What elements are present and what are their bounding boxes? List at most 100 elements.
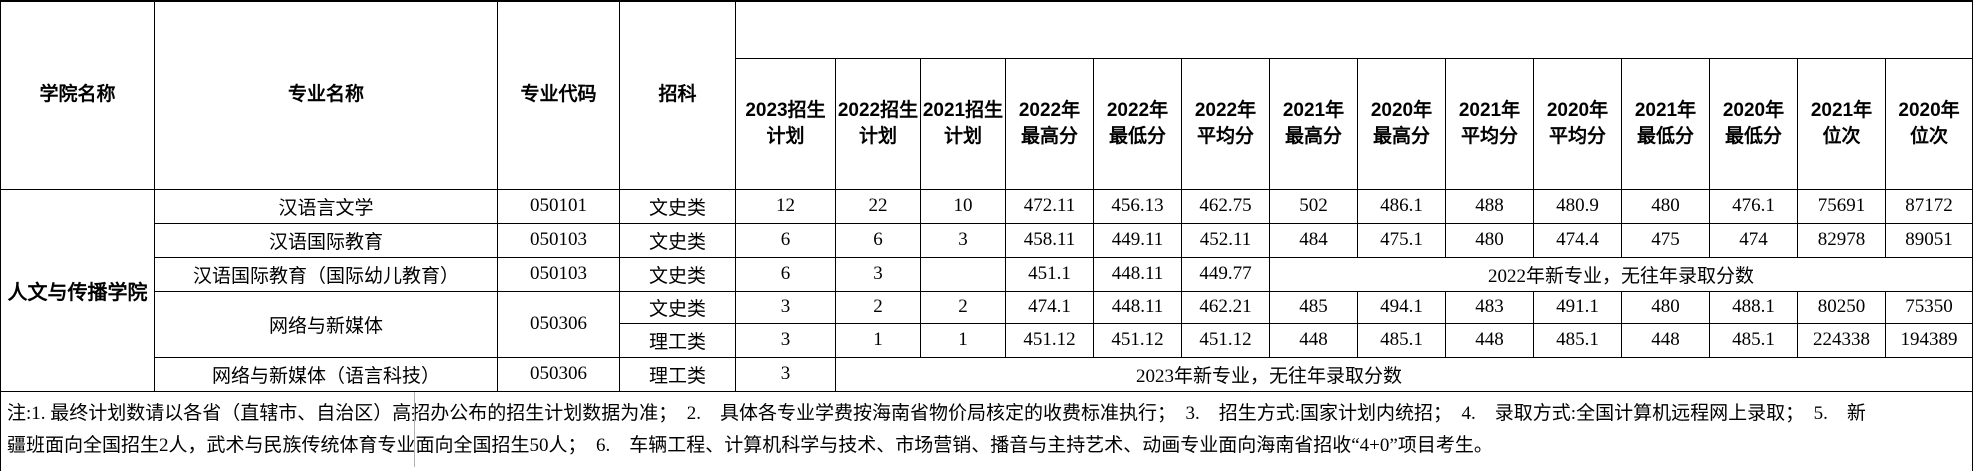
stat-cell: 474.1 <box>1005 290 1094 324</box>
stat-cell: 475 <box>1621 222 1710 258</box>
header-empty-band <box>734 0 1973 59</box>
stat-cell: 1 <box>835 322 921 358</box>
stat-cell: 80250 <box>1797 290 1886 324</box>
stat-cell: 472.11 <box>1005 188 1094 224</box>
stat-cell: 484 <box>1269 222 1358 258</box>
stat-cell: 12 <box>735 188 836 224</box>
stat-cell: 22 <box>835 188 921 224</box>
stat-cell: 480.9 <box>1533 188 1622 224</box>
stat-cell: 3 <box>735 290 836 324</box>
stat-cell: 224338 <box>1797 322 1886 358</box>
stat-cell: 448 <box>1269 322 1358 358</box>
code-cell: 050306 <box>497 290 620 358</box>
stat-cell: 75350 <box>1884 290 1973 324</box>
header-plan-2022: 2022招生 计划 <box>835 57 921 190</box>
stat-cell: 82978 <box>1797 222 1886 258</box>
subject-cell: 理工类 <box>619 356 736 392</box>
stat-cell: 458.11 <box>1005 222 1094 258</box>
stat-cell: 87172 <box>1884 188 1973 224</box>
table-row: 人文与传播学院 汉语言文学 050101 文史类 12 22 10 472.11… <box>0 188 1973 392</box>
stat-cell: 485 <box>1269 290 1358 324</box>
stat-cell: 448 <box>1621 322 1710 358</box>
stat-cell: 448 <box>1445 322 1534 358</box>
header-avg-2020: 2020年 平均分 <box>1533 57 1622 190</box>
stat-cell: 491.1 <box>1533 290 1622 324</box>
stat-cell: 3 <box>735 322 836 358</box>
table-row: 网络与新媒体（语言科技） 050306 理工类 3 2023年新专业，无往年录取… <box>1 356 1973 392</box>
footnotes: 注:1. 最终计划数请以各省（直辖市、自治区）高招办公布的招生计划数据为准； 2… <box>0 391 1973 471</box>
code-cell: 050306 <box>497 356 620 392</box>
stat-cell <box>920 256 1006 292</box>
stat-cell: 485.1 <box>1533 322 1622 358</box>
stat-cell: 194389 <box>1884 322 1973 358</box>
code-cell: 050101 <box>497 188 620 224</box>
header-plan-2023: 2023招生 计划 <box>735 57 836 190</box>
stat-cell: 451.1 <box>1005 256 1094 292</box>
stat-cell: 2 <box>920 290 1006 324</box>
subject-cell: 文史类 <box>619 290 736 324</box>
stat-cell: 449.77 <box>1181 256 1270 292</box>
stat-cell: 89051 <box>1884 222 1973 258</box>
stat-cell: 451.12 <box>1181 322 1270 358</box>
stat-cell: 456.13 <box>1093 188 1182 224</box>
major-cell: 汉语言文学 <box>154 188 498 224</box>
new-major-note-cell: 2023年新专业，无往年录取分数 <box>834 356 1973 392</box>
header-avg-2022: 2022年 平均分 <box>1181 57 1270 190</box>
code-cell: 050103 <box>497 222 620 258</box>
header-max-2022: 2022年 最高分 <box>1005 57 1094 190</box>
subject-cell: 文史类 <box>619 188 736 224</box>
stat-cell: 3 <box>835 256 921 292</box>
stat-cell: 476.1 <box>1709 188 1798 224</box>
header-min-2021: 2021年 最低分 <box>1621 57 1710 190</box>
stat-cell: 494.1 <box>1357 290 1446 324</box>
stat-cell: 6 <box>735 222 836 258</box>
stat-cell: 475.1 <box>1357 222 1446 258</box>
stat-cell: 483 <box>1445 290 1534 324</box>
subject-cell: 文史类 <box>619 256 736 292</box>
table-row: 网络与新媒体 050306 文史类 3 2 2 474.1 448.11 462… <box>1 290 1973 358</box>
header-max-2020: 2020年 最高分 <box>1357 57 1446 190</box>
stat-cell: 2 <box>835 290 921 324</box>
subject-cell: 理工类 <box>619 322 736 358</box>
stat-cell: 462.75 <box>1181 188 1270 224</box>
stat-cell: 449.11 <box>1093 222 1182 258</box>
table-row: 汉语国际教育 050103 文史类 6 6 3 458.11 449.11 45… <box>1 222 1973 258</box>
college-name-cell: 人文与传播学院 <box>0 188 155 392</box>
major-cell: 网络与新媒体（语言科技） <box>154 356 498 392</box>
major-cell: 网络与新媒体 <box>154 290 498 358</box>
stat-cell: 474 <box>1709 222 1798 258</box>
stat-cell: 1 <box>920 322 1006 358</box>
header-code: 专业代码 <box>497 0 620 190</box>
header-subject: 招科 <box>619 0 736 190</box>
header-rank-2021: 2021年 位次 <box>1797 57 1886 190</box>
stat-cell: 474.4 <box>1533 222 1622 258</box>
stat-cell: 3 <box>735 356 836 392</box>
stat-cell: 451.12 <box>1093 322 1182 358</box>
subject-cell: 文史类 <box>619 222 736 258</box>
footnote-line-2: 疆班面向全国招生2人，武术与民族传统体育专业面向全国招生50人； 6. 车辆工程… <box>7 434 1493 456</box>
header-band-row: 学院名称 专业名称 专业代码 招科 <box>0 0 1973 190</box>
admission-score-table: 学院名称 专业名称 专业代码 招科 2023招生 计划 2022招生 计划 20… <box>0 0 1973 392</box>
stat-cell: 452.11 <box>1181 222 1270 258</box>
major-cell: 汉语国际教育 <box>154 222 498 258</box>
stat-cell: 486.1 <box>1357 188 1446 224</box>
header-major: 专业名称 <box>154 0 498 190</box>
header-college: 学院名称 <box>0 0 155 190</box>
stat-cell: 451.12 <box>1005 322 1094 358</box>
stat-cell: 480 <box>1445 222 1534 258</box>
stat-cell: 462.21 <box>1181 290 1270 324</box>
table-row: 理工类 3 1 1 451.12 451.12 451.12 448 485.1… <box>1 322 1973 358</box>
stat-cell: 448.11 <box>1093 256 1182 292</box>
stat-cell: 485.1 <box>1357 322 1446 358</box>
stat-cell: 3 <box>920 222 1006 258</box>
stat-cell: 10 <box>920 188 1006 224</box>
stat-cell: 6 <box>735 256 836 292</box>
page-break-line <box>414 391 415 467</box>
stat-cell: 485.1 <box>1709 322 1798 358</box>
header-max-2021: 2021年 最高分 <box>1269 57 1358 190</box>
stat-cell: 480 <box>1621 290 1710 324</box>
footnote-line-1: 注:1. 最终计划数请以各省（直辖市、自治区）高招办公布的招生计划数据为准； 2… <box>7 402 1866 424</box>
stat-cell: 480 <box>1621 188 1710 224</box>
new-major-note-cell: 2022年新专业，无往年录取分数 <box>1268 256 1973 292</box>
stat-cell: 488.1 <box>1709 290 1798 324</box>
